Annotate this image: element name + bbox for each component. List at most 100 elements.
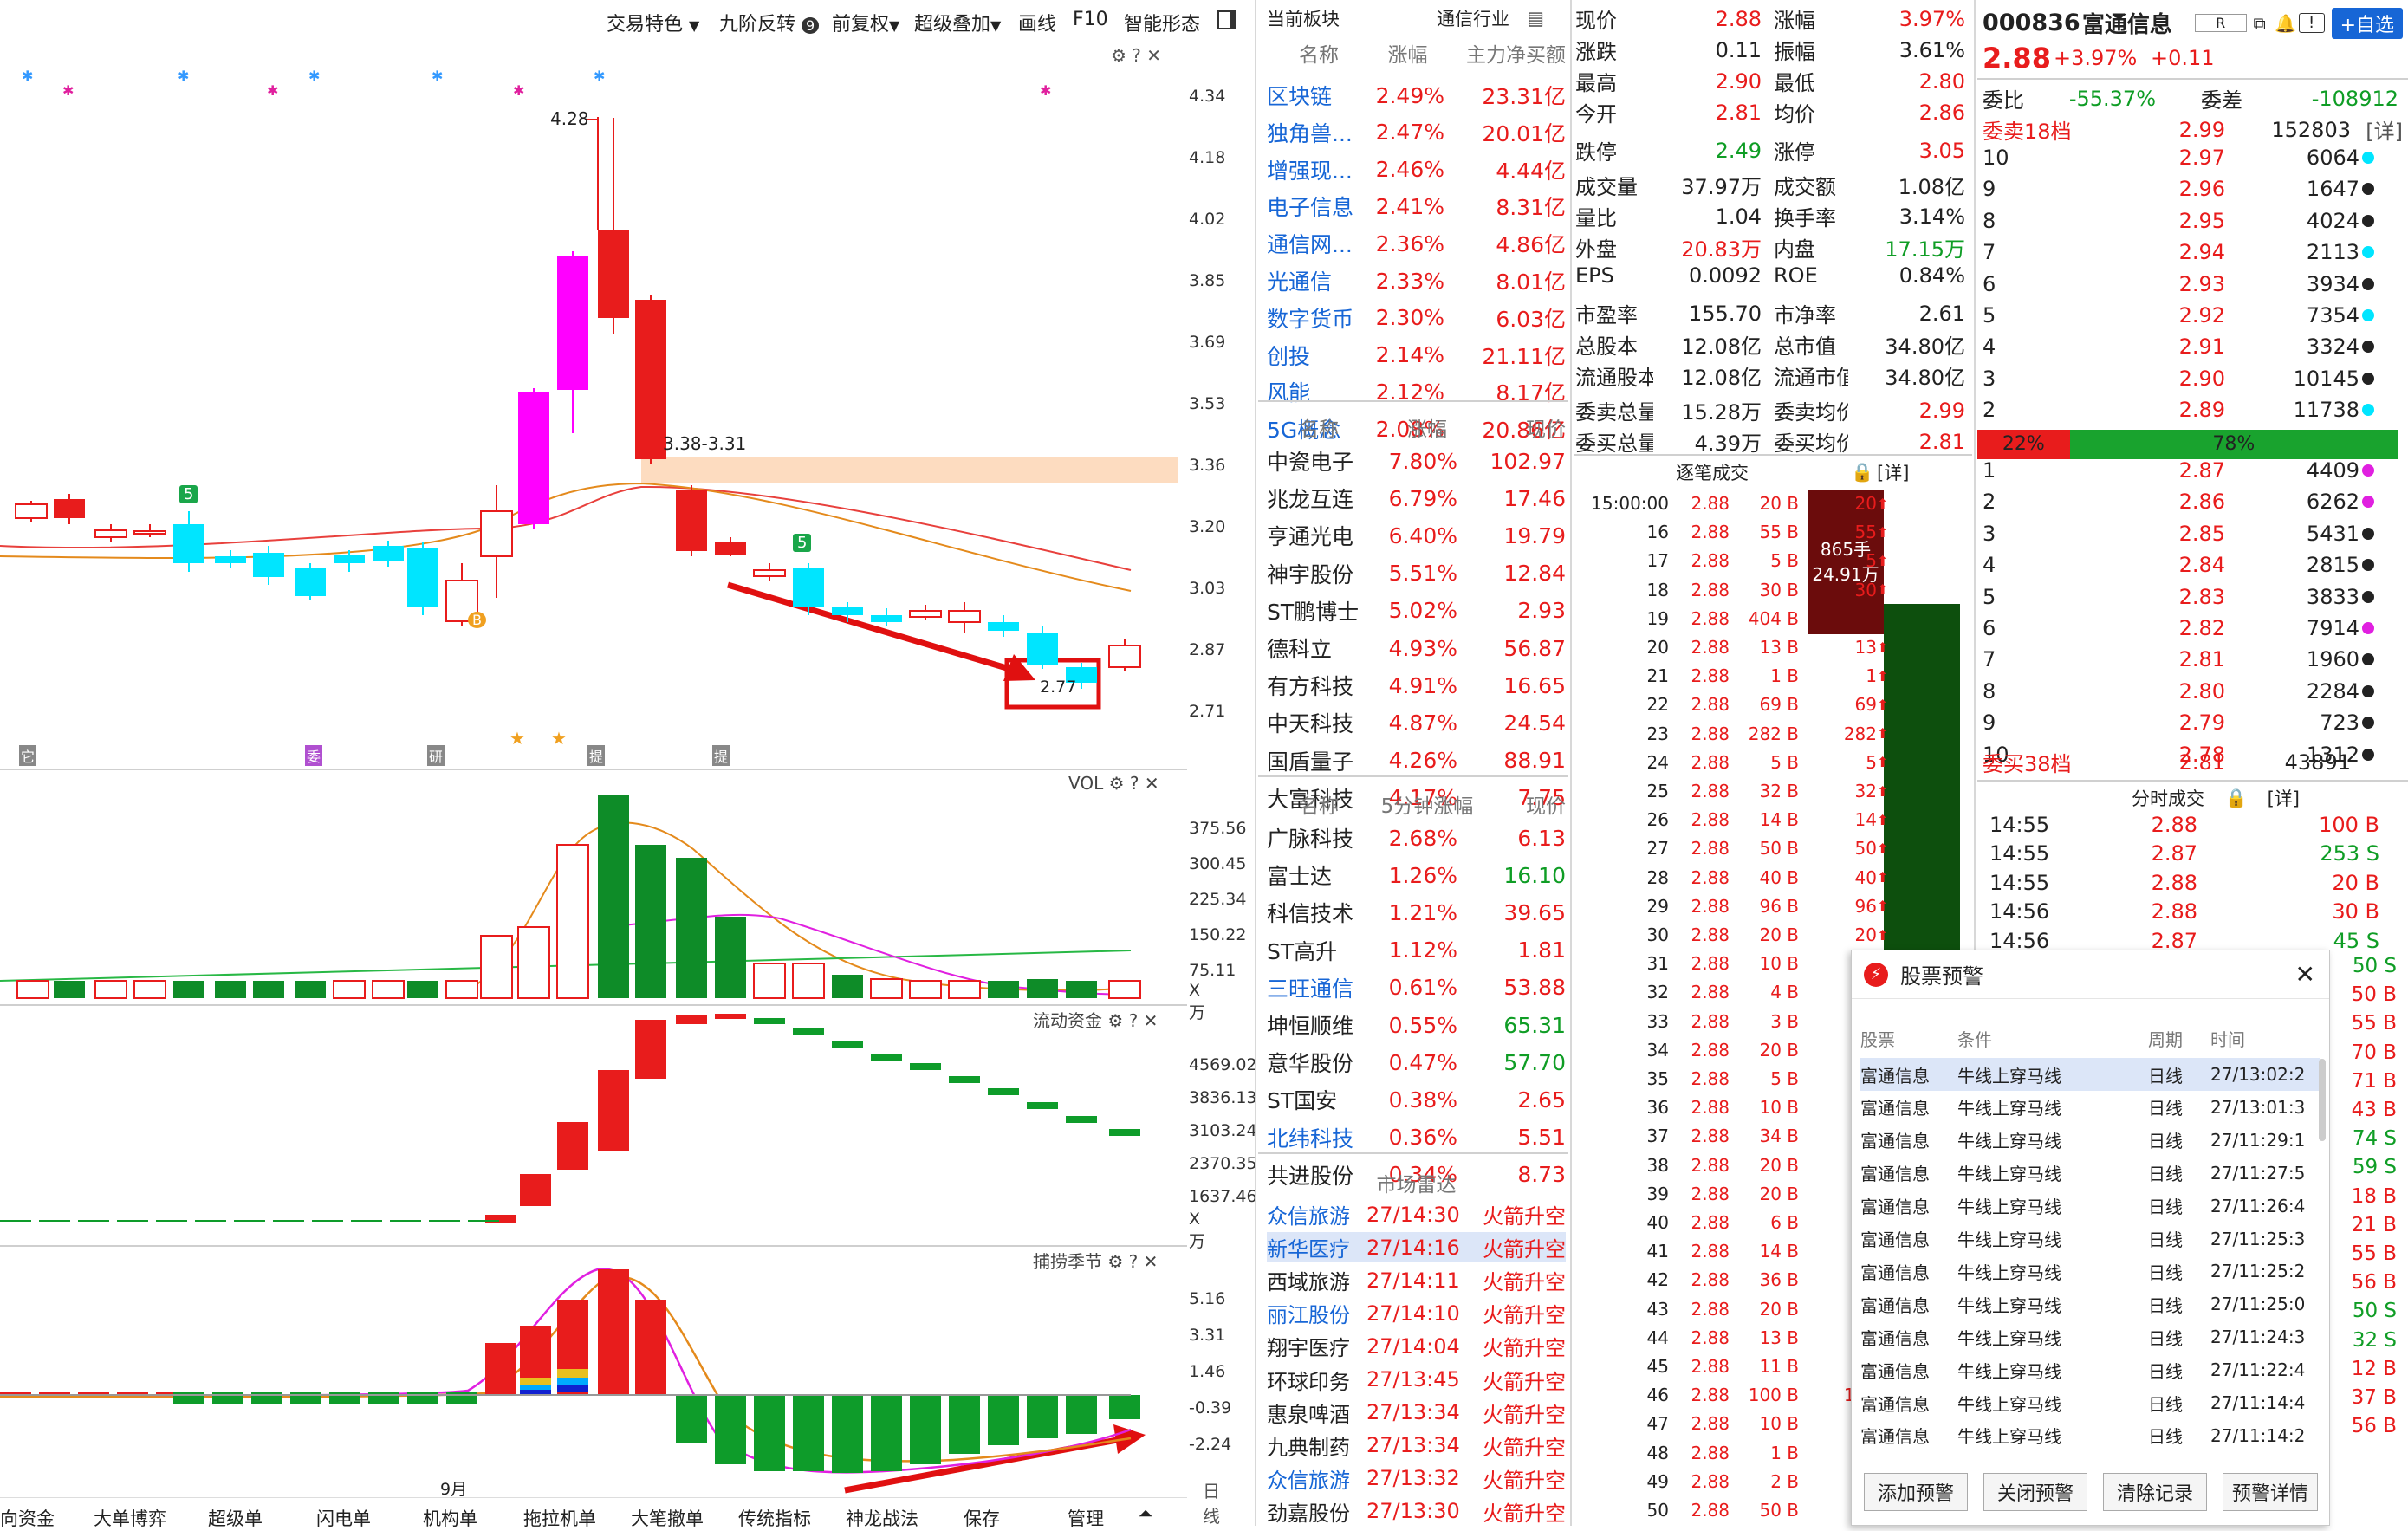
book-row[interactable]: 1 2.87 4409	[1983, 458, 2390, 483]
book-row[interactable]: 8 2.80 2284	[1983, 679, 2390, 704]
sell-detail-link[interactable]: [详]	[2366, 120, 2403, 144]
fivemin-row[interactable]: 科信技术 1.21% 39.65	[1267, 897, 1566, 928]
book-row[interactable]: 2 2.89 11738	[1983, 398, 2390, 422]
sector-row[interactable]: 光通信 2.33% 8.01亿	[1267, 265, 1566, 296]
clear-records-button[interactable]: 清除记录	[2103, 1473, 2207, 1511]
alert-row[interactable]: 富通信息 牛线上穿马线 日线 27/11:25:3	[1860, 1223, 2320, 1255]
fivemin-row[interactable]: 三旺通信 0.61% 53.88	[1267, 972, 1566, 1003]
alert-row[interactable]: 富通信息 牛线上穿马线 日线 27/11:26:4	[1860, 1190, 2320, 1223]
copy-icon[interactable]: ⧉	[2253, 12, 2266, 34]
fivemin-row[interactable]: ST高升 1.12% 1.81	[1267, 935, 1566, 966]
radar-row[interactable]: 劲嘉股份 27/13:30 火箭升空	[1267, 1496, 1566, 1527]
gainer-row[interactable]: 亨通光电 6.40% 19.79	[1267, 520, 1566, 551]
radar-row[interactable]: 九典制药 27/13:34 火箭升空	[1267, 1430, 1566, 1461]
radar-row[interactable]: 众信旅游 27/13:32 火箭升空	[1267, 1463, 1566, 1494]
book-row[interactable]: 6 2.93 3934	[1983, 272, 2390, 296]
toolbar-trade-feature[interactable]: 交易特色 ▼	[607, 9, 699, 36]
tab-manage[interactable]: 管理	[1068, 1508, 1104, 1529]
fivemin-row[interactable]: 共进股份 0.34% 8.73	[1267, 1159, 1566, 1190]
radar-row[interactable]: 丽江股份 27/14:10 火箭升空	[1267, 1298, 1566, 1328]
sector-row[interactable]: 风能 2.12% 8.17亿	[1267, 376, 1566, 407]
sector-row[interactable]: 增强现... 2.46% 4.44亿	[1267, 154, 1566, 185]
tab-tractor-order[interactable]: 拖拉机单	[523, 1508, 596, 1529]
tab-dragon-tactics[interactable]: 神龙战法	[846, 1508, 918, 1529]
tab-flash-order[interactable]: 闪电单	[316, 1508, 371, 1529]
alert-row[interactable]: 富通信息 牛线上穿马线 日线 27/13:01:3	[1860, 1091, 2320, 1124]
gainer-row[interactable]: 兆龙互连 6.79% 17.46	[1267, 483, 1566, 514]
book-row[interactable]: 7 2.81 1960	[1983, 647, 2390, 671]
fivemin-row[interactable]: 北纬科技 0.36% 5.51	[1267, 1122, 1566, 1153]
toolbar-smart-pattern[interactable]: 智能形态	[1124, 14, 1201, 36]
bell-icon[interactable]: 🔔	[2275, 12, 2297, 34]
tag-r[interactable]: R	[2194, 14, 2247, 32]
fivemin-row[interactable]: 意华股份 0.47% 57.70	[1267, 1047, 1566, 1078]
toolbar-super-overlay[interactable]: 超级叠加▼	[914, 9, 1001, 36]
alert-row[interactable]: 富通信息 牛线上穿马线 日线 27/11:14:4	[1860, 1386, 2320, 1419]
radar-row[interactable]: 众信旅游 27/14:30 火箭升空	[1267, 1199, 1566, 1229]
sector-row[interactable]: 创投 2.14% 21.11亿	[1267, 340, 1566, 371]
toolbar-nine-reversal[interactable]: 九阶反转 9	[719, 9, 820, 36]
info-icon[interactable]: !	[2298, 13, 2325, 33]
book-row[interactable]: 4 2.91 3324	[1983, 334, 2390, 359]
book-row[interactable]: 8 2.95 4024	[1983, 209, 2390, 233]
gainer-row[interactable]: 有方科技 4.91% 16.65	[1267, 670, 1566, 701]
fivemin-row[interactable]: 富士达 1.26% 16.10	[1267, 860, 1566, 891]
alert-row[interactable]: 富通信息 牛线上穿马线 日线 27/11:29:1	[1860, 1124, 2320, 1157]
add-alert-button[interactable]: 添加预警	[1864, 1473, 1968, 1511]
book-row[interactable]: 10 2.78 1312	[1983, 743, 2390, 767]
gainer-row[interactable]: 国盾量子 4.26% 88.91	[1267, 745, 1566, 776]
radar-row[interactable]: 惠泉啤酒 27/13:34 火箭升空	[1267, 1398, 1566, 1428]
radar-row[interactable]: 西域旅游 27/14:11 火箭升空	[1267, 1265, 1566, 1295]
book-row[interactable]: 7 2.94 2113	[1983, 240, 2390, 264]
book-row[interactable]: 10 2.97 6064	[1983, 146, 2390, 170]
tab-save[interactable]: 保存	[964, 1508, 1000, 1529]
sector-row[interactable]: 独角兽... 2.47% 20.01亿	[1267, 117, 1566, 148]
book-row[interactable]: 6 2.82 7914	[1983, 616, 2390, 640]
alert-row[interactable]: 富通信息 牛线上穿马线 日线 27/11:25:0	[1860, 1288, 2320, 1320]
tab-fund-direction[interactable]: 向资金	[0, 1508, 55, 1529]
alert-row[interactable]: 富通信息 牛线上穿马线 日线 27/11:24:3	[1860, 1320, 2320, 1353]
fivemin-row[interactable]: 广脉科技 2.68% 6.13	[1267, 822, 1566, 853]
radar-row[interactable]: 新华医疗 27/14:16 火箭升空	[1267, 1232, 1566, 1263]
sector-row[interactable]: 区块链 2.49% 23.31亿	[1267, 80, 1566, 111]
toolbar-f10[interactable]: F10	[1073, 9, 1108, 30]
alert-row[interactable]: 富通信息 牛线上穿马线 日线 27/13:02:2	[1860, 1058, 2320, 1091]
alert-detail-button[interactable]: 预警详情	[2223, 1473, 2318, 1511]
book-row[interactable]: 4 2.84 2815	[1983, 553, 2390, 577]
book-row[interactable]: 5 2.83 3833	[1983, 585, 2390, 609]
timetrade-detail-link[interactable]: [详]	[2267, 788, 2300, 809]
fivemin-row[interactable]: ST国安 0.38% 2.65	[1267, 1084, 1566, 1115]
gainer-row[interactable]: 德科立 4.93% 56.87	[1267, 633, 1566, 664]
book-row[interactable]: 9 2.79 723	[1983, 710, 2390, 735]
menu-icon[interactable]: ▤	[1527, 8, 1544, 29]
tab-institution-order[interactable]: 机构单	[423, 1508, 477, 1529]
add-watchlist-button[interactable]: +自选	[2331, 7, 2403, 39]
gainer-row[interactable]: 中天科技 4.87% 24.54	[1267, 707, 1566, 738]
book-row[interactable]: 9 2.96 1647	[1983, 177, 2390, 201]
sector-row[interactable]: 数字货币 2.30% 6.03亿	[1267, 302, 1566, 334]
tab-big-order-game[interactable]: 大单博弈	[94, 1508, 166, 1529]
toolbar-draw-line[interactable]: 画线	[1018, 14, 1057, 36]
toolbar-pre-adjust[interactable]: 前复权▼	[832, 9, 899, 36]
sector-row[interactable]: 通信网... 2.36% 4.86亿	[1267, 228, 1566, 259]
book-row[interactable]: 3 2.90 10145	[1983, 367, 2390, 391]
sector-industry[interactable]: 通信行业	[1437, 9, 1509, 29]
scrollbar[interactable]	[2319, 1059, 2326, 1141]
alert-row[interactable]: 富通信息 牛线上穿马线 日线 27/11:22:4	[1860, 1353, 2320, 1386]
chevron-up-icon[interactable]: ⏶	[1139, 1503, 1153, 1524]
alert-row[interactable]: 富通信息 牛线上穿马线 日线 27/11:14:2	[1860, 1419, 2320, 1452]
radar-row[interactable]: 环球印务 27/13:45 火箭升空	[1267, 1365, 1566, 1395]
sector-row[interactable]: 电子信息 2.41% 8.31亿	[1267, 191, 1566, 222]
gainer-row[interactable]: ST鹏博士 5.02% 2.93	[1267, 595, 1566, 626]
tab-super-order[interactable]: 超级单	[208, 1508, 263, 1529]
alert-row[interactable]: 富通信息 牛线上穿马线 日线 27/11:27:5	[1860, 1157, 2320, 1190]
chart-settings-icon[interactable]: ⚙ ? ✕	[1111, 45, 1162, 66]
chart-area[interactable]: 4.34 4.18 4.02 3.85 3.69 3.53 3.36 3.20 …	[0, 43, 1257, 1527]
tab-big-cancel[interactable]: 大笔撤单	[631, 1508, 704, 1529]
radar-row[interactable]: 翔宇医疗 27/14:04 火箭升空	[1267, 1331, 1566, 1361]
gainer-row[interactable]: 神宇股份 5.51% 12.84	[1267, 558, 1566, 589]
close-icon[interactable]: ✕	[2294, 960, 2315, 989]
gainer-row[interactable]: 中瓷电子 7.80% 102.97	[1267, 445, 1566, 477]
book-row[interactable]: 5 2.92 7354	[1983, 303, 2390, 328]
tab-traditional-indicator[interactable]: 传统指标	[738, 1508, 811, 1529]
